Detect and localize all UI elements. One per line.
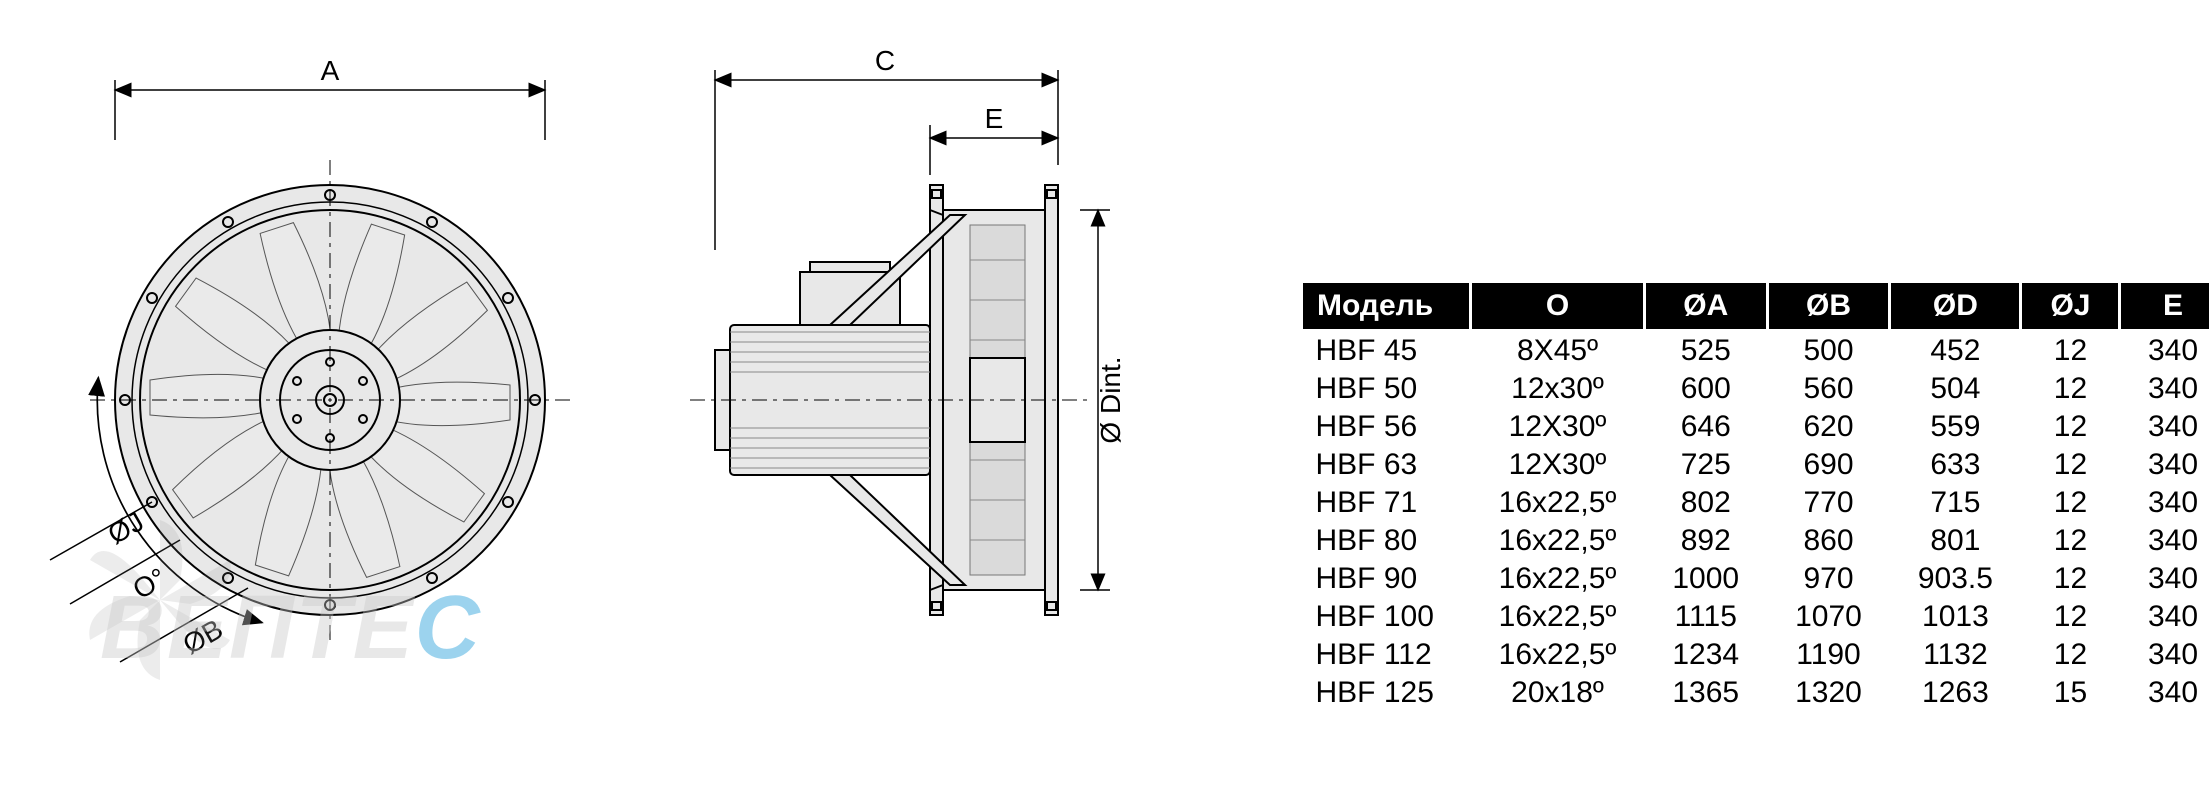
- table-cell: 340: [2120, 636, 2209, 674]
- dim-label-E: E: [985, 103, 1004, 134]
- table-cell: 1190: [1767, 636, 1890, 674]
- table-cell: 600: [1644, 370, 1767, 408]
- table-cell: HBF 45: [1302, 331, 1471, 371]
- technical-diagram: A: [40, 20, 1240, 780]
- table-cell: 802: [1644, 484, 1767, 522]
- table-row: HBF 6312X30º72569063312340: [1302, 446, 2209, 484]
- table-cell: 8X45º: [1471, 331, 1645, 371]
- col-E: E: [2120, 282, 2209, 331]
- table-cell: 12: [2021, 598, 2120, 636]
- col-OB: ØB: [1767, 282, 1890, 331]
- col-OJ: ØJ: [2021, 282, 2120, 331]
- table-cell: 12X30º: [1471, 408, 1645, 446]
- table-row: HBF 5612X30º64662055912340: [1302, 408, 2209, 446]
- table-cell: 340: [2120, 598, 2209, 636]
- dim-label-A: A: [321, 55, 340, 86]
- dim-label-Dint: Ø Dint.: [1095, 356, 1126, 443]
- table-cell: 16x22,5º: [1471, 598, 1645, 636]
- table-cell: 340: [2120, 484, 2209, 522]
- table-row: HBF 8016x22,5º89286080112340: [1302, 522, 2209, 560]
- table-cell: 12: [2021, 331, 2120, 371]
- table-row: HBF 7116x22,5º80277071512340: [1302, 484, 2209, 522]
- col-OA: ØA: [1644, 282, 1767, 331]
- table-cell: 1132: [1890, 636, 2021, 674]
- table-cell: 892: [1644, 522, 1767, 560]
- table-cell: 16x22,5º: [1471, 484, 1645, 522]
- table-cell: HBF 56: [1302, 408, 1471, 446]
- table-cell: 801: [1890, 522, 2021, 560]
- table-cell: 725: [1644, 446, 1767, 484]
- table-cell: HBF 71: [1302, 484, 1471, 522]
- table-cell: 1115: [1644, 598, 1767, 636]
- table-cell: 16x22,5º: [1471, 522, 1645, 560]
- table-cell: 1263: [1890, 674, 2021, 712]
- table-cell: 12: [2021, 522, 2120, 560]
- dimensions-table: Модель O ØA ØB ØD ØJ E HBF 458X45º525500…: [1300, 280, 2209, 712]
- table-cell: 340: [2120, 446, 2209, 484]
- table-cell: 620: [1767, 408, 1890, 446]
- table-cell: 1013: [1890, 598, 2021, 636]
- table-cell: HBF 100: [1302, 598, 1471, 636]
- table-row: HBF 12520x18º13651320126315340: [1302, 674, 2209, 712]
- table-cell: 12x30º: [1471, 370, 1645, 408]
- table-cell: 340: [2120, 560, 2209, 598]
- table-cell: 340: [2120, 674, 2209, 712]
- table-row: HBF 5012x30º60056050412340: [1302, 370, 2209, 408]
- table-cell: 1320: [1767, 674, 1890, 712]
- table-cell: HBF 125: [1302, 674, 1471, 712]
- table-header-row: Модель O ØA ØB ØD ØJ E: [1302, 282, 2209, 331]
- table-cell: 12: [2021, 636, 2120, 674]
- dimensions-table-container: Модель O ØA ØB ØD ØJ E HBF 458X45º525500…: [1300, 280, 2209, 712]
- table-row: HBF 10016x22,5º11151070101312340: [1302, 598, 2209, 636]
- table-cell: 559: [1890, 408, 2021, 446]
- table-cell: 340: [2120, 408, 2209, 446]
- table-cell: 690: [1767, 446, 1890, 484]
- table-cell: HBF 50: [1302, 370, 1471, 408]
- table-cell: HBF 63: [1302, 446, 1471, 484]
- table-cell: 1070: [1767, 598, 1890, 636]
- dim-label-C: C: [875, 45, 895, 76]
- table-cell: 452: [1890, 331, 2021, 371]
- col-model: Модель: [1302, 282, 1471, 331]
- table-cell: 12: [2021, 560, 2120, 598]
- table-cell: 15: [2021, 674, 2120, 712]
- table-cell: 16x22,5º: [1471, 636, 1645, 674]
- table-cell: 1365: [1644, 674, 1767, 712]
- table-cell: HBF 80: [1302, 522, 1471, 560]
- watermark-fan-icon: [60, 500, 260, 700]
- table-cell: 560: [1767, 370, 1890, 408]
- table-cell: HBF 112: [1302, 636, 1471, 674]
- table-cell: 646: [1644, 408, 1767, 446]
- table-cell: 340: [2120, 331, 2209, 371]
- table-cell: 970: [1767, 560, 1890, 598]
- table-cell: 715: [1890, 484, 2021, 522]
- table-cell: 12: [2021, 446, 2120, 484]
- table-cell: 12: [2021, 408, 2120, 446]
- table-cell: 525: [1644, 331, 1767, 371]
- table-cell: 12X30º: [1471, 446, 1645, 484]
- table-cell: 633: [1890, 446, 2021, 484]
- table-row: HBF 11216x22,5º12341190113212340: [1302, 636, 2209, 674]
- table-cell: 340: [2120, 370, 2209, 408]
- table-cell: 504: [1890, 370, 2021, 408]
- table-cell: 1000: [1644, 560, 1767, 598]
- table-cell: 340: [2120, 522, 2209, 560]
- table-cell: 903.5: [1890, 560, 2021, 598]
- table-cell: 1234: [1644, 636, 1767, 674]
- table-cell: 500: [1767, 331, 1890, 371]
- table-cell: 860: [1767, 522, 1890, 560]
- table-cell: 12: [2021, 370, 2120, 408]
- col-OD: ØD: [1890, 282, 2021, 331]
- table-cell: 770: [1767, 484, 1890, 522]
- table-cell: 20x18º: [1471, 674, 1645, 712]
- table-cell: 12: [2021, 484, 2120, 522]
- col-O: O: [1471, 282, 1645, 331]
- table-row: HBF 458X45º52550045212340: [1302, 331, 2209, 371]
- table-row: HBF 9016x22,5º1000970903.512340: [1302, 560, 2209, 598]
- table-cell: HBF 90: [1302, 560, 1471, 598]
- table-cell: 16x22,5º: [1471, 560, 1645, 598]
